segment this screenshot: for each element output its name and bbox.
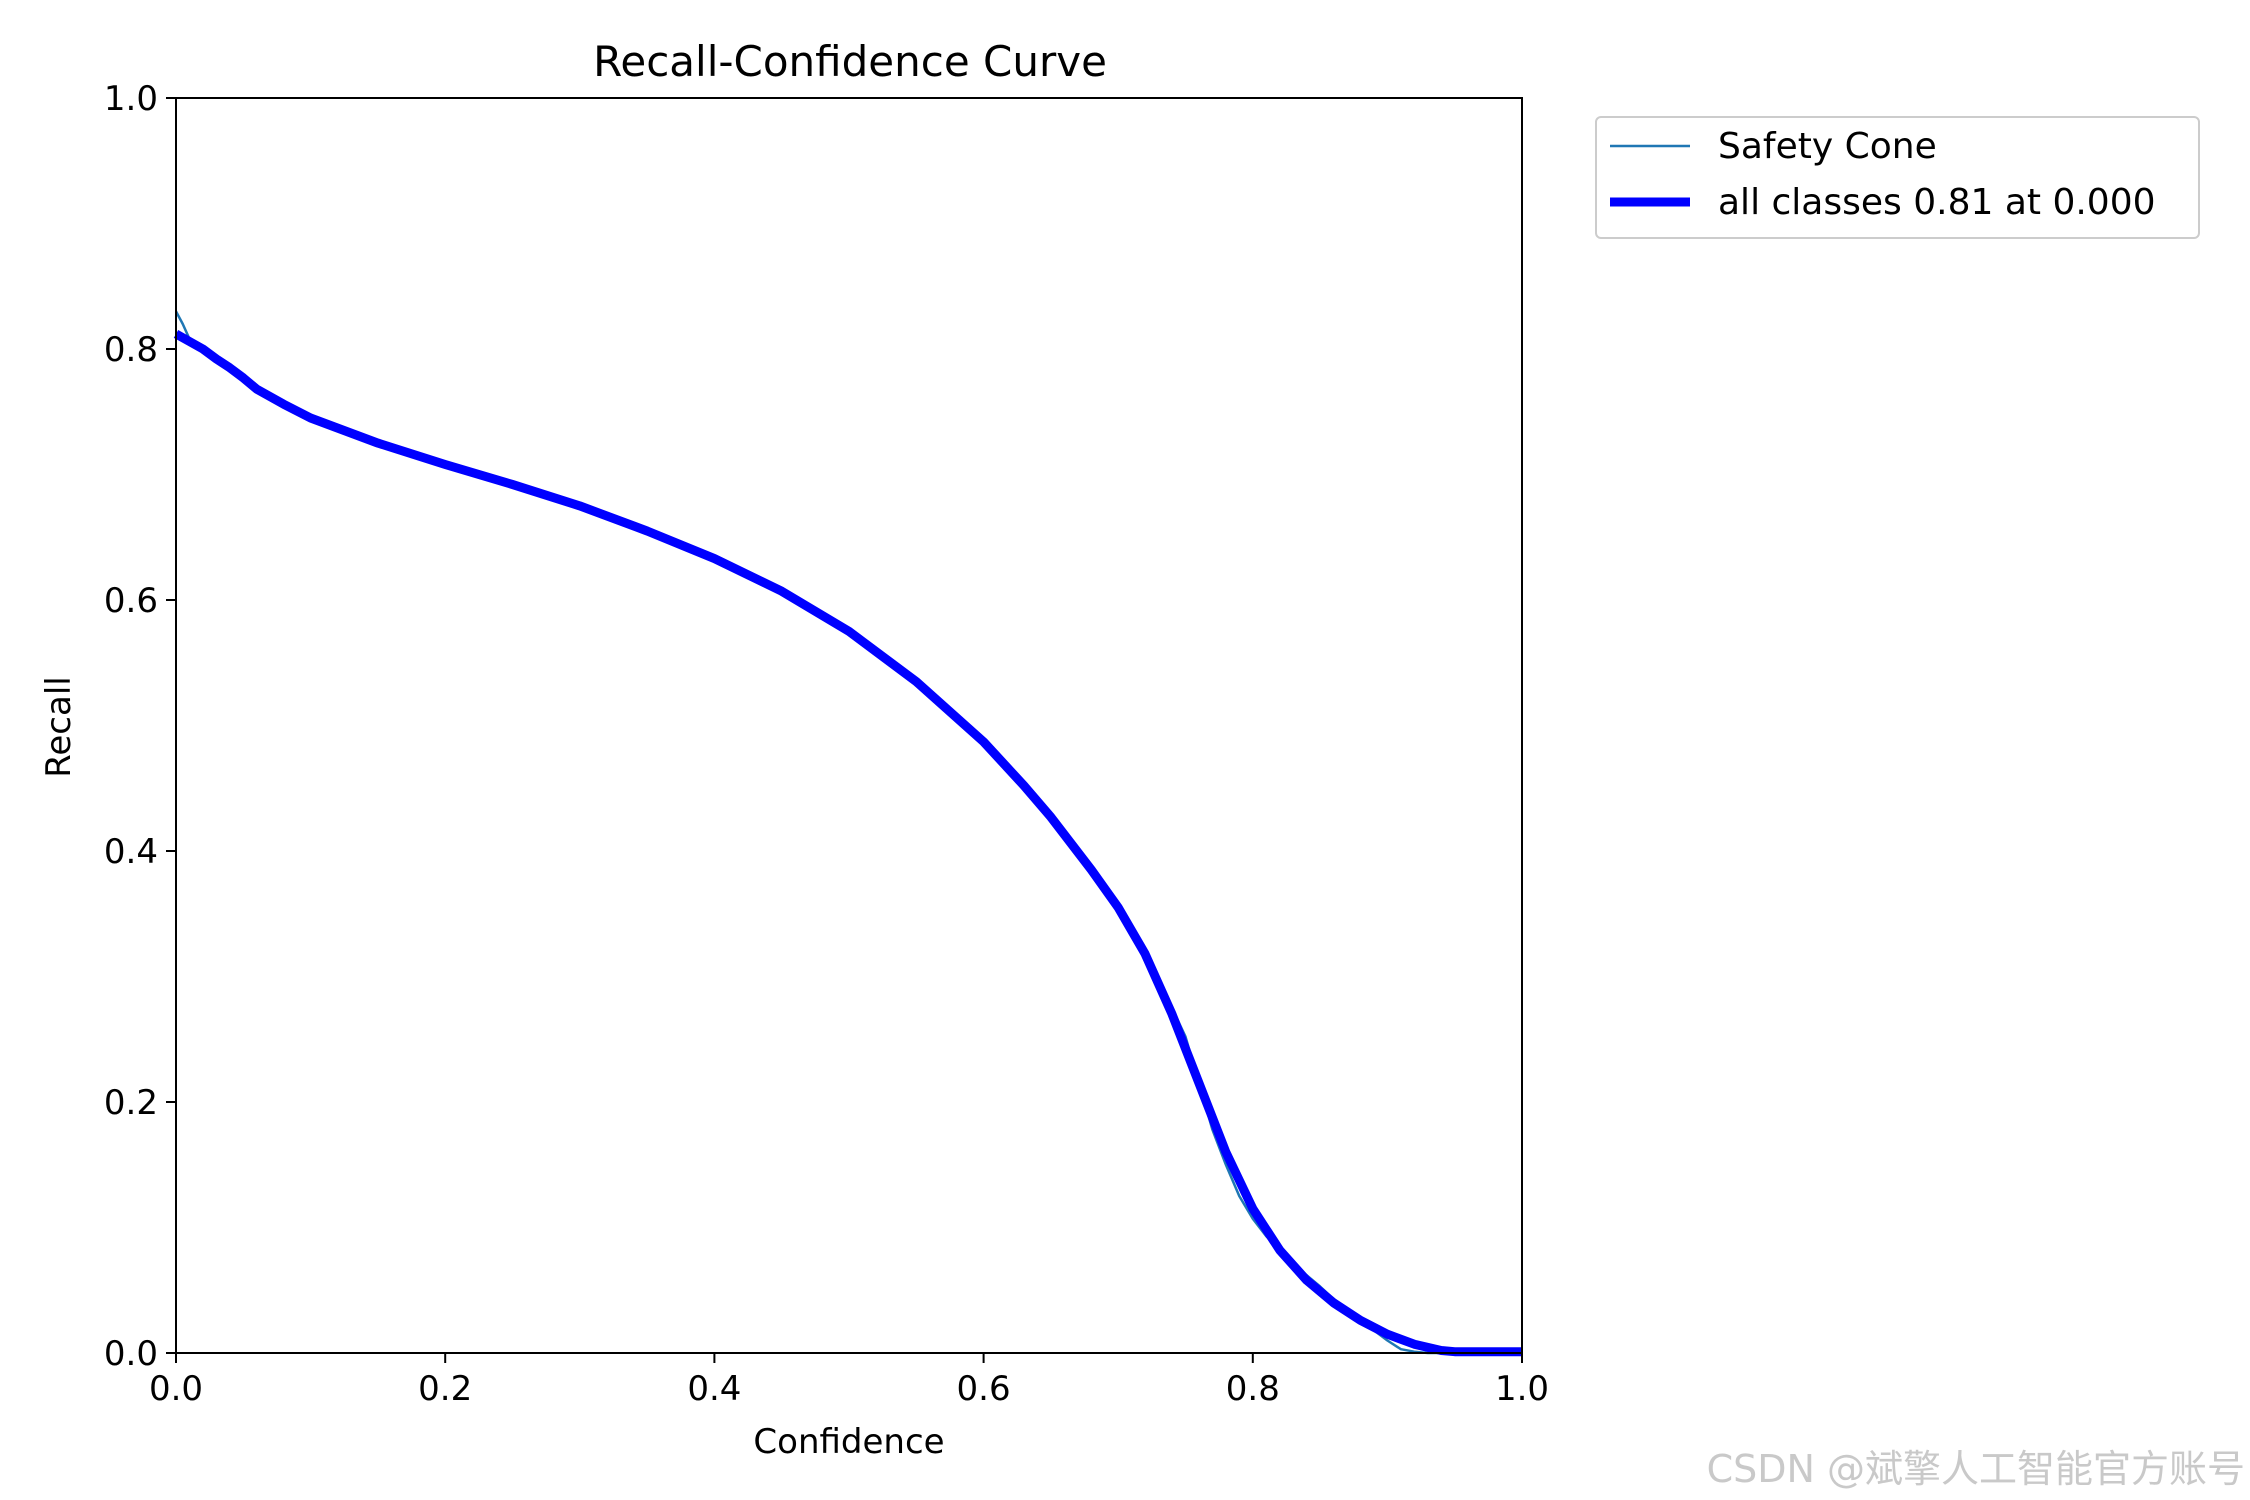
y-tick-label: 1.0 xyxy=(104,79,158,119)
y-tick-label: 0.8 xyxy=(104,330,158,370)
y-axis-label: Recall xyxy=(39,676,79,777)
x-tick-label: 0.0 xyxy=(149,1369,203,1409)
y-tick-label: 0.2 xyxy=(104,1083,158,1123)
y-tick-label: 0.6 xyxy=(104,581,158,621)
plot-frame xyxy=(175,97,1523,1354)
x-tick-label: 0.4 xyxy=(687,1369,741,1409)
legend: Safety Cone all classes 0.81 at 0.000 xyxy=(1595,116,2200,239)
x-tick-label: 0.6 xyxy=(957,1369,1011,1409)
y-axis-ticks: 0.0 0.2 0.4 0.6 0.8 1.0 xyxy=(104,79,176,1374)
series-layer xyxy=(173,310,1522,1357)
x-tick-label: 1.0 xyxy=(1495,1369,1549,1409)
y-tick-label: 0.4 xyxy=(104,832,158,872)
legend-label-safety-cone: Safety Cone xyxy=(1718,126,1937,167)
x-axis-ticks: 0.0 0.2 0.4 0.6 0.8 1.0 xyxy=(149,1353,1549,1409)
y-tick-label: 0.0 xyxy=(104,1334,158,1374)
watermark: CSDN @斌擎人工智能官方账号 xyxy=(1707,1447,2245,1491)
x-tick-label: 0.2 xyxy=(418,1369,472,1409)
x-tick-label: 0.8 xyxy=(1226,1369,1280,1409)
x-axis-label: Confidence xyxy=(753,1422,944,1462)
plot-background xyxy=(176,98,1522,1353)
series-line-all-classes xyxy=(173,329,1522,1357)
chart-title: Recall-Confidence Curve xyxy=(593,37,1107,86)
legend-box xyxy=(1595,116,2200,239)
plot-area xyxy=(173,97,1523,1357)
legend-label-all-classes: all classes 0.81 at 0.000 xyxy=(1718,182,2156,223)
